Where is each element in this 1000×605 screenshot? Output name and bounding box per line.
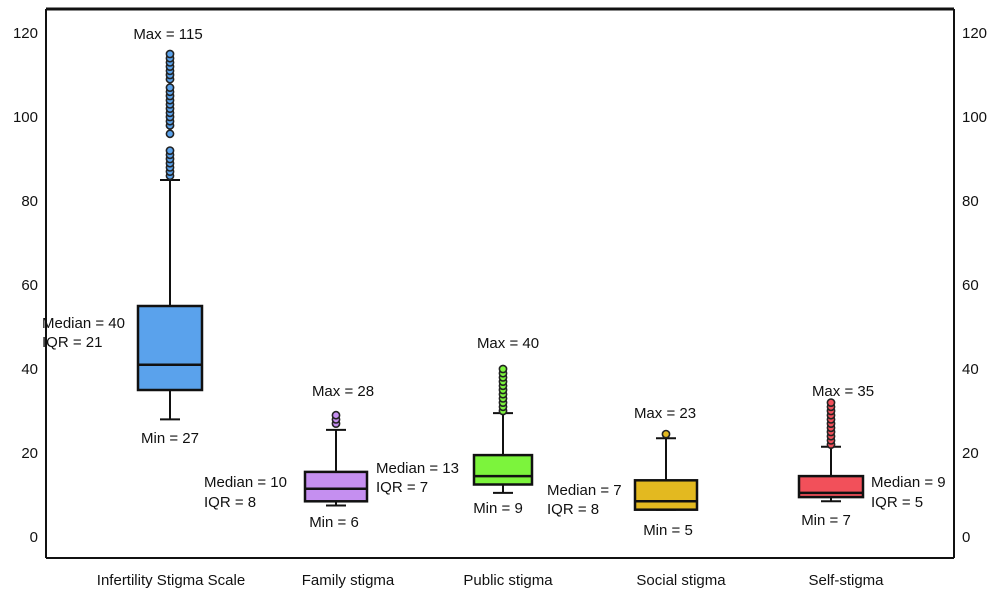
- outlier-point: [331, 410, 341, 420]
- min-annotation: Min = 5: [643, 522, 693, 539]
- box-iqr: [633, 479, 699, 511]
- median-annotation: Median = 40: [42, 315, 125, 332]
- outlier-point: [165, 83, 175, 92]
- median-annotation: Median = 9: [871, 474, 946, 491]
- box-group: Max = 23 Min = 5 Median = 7 IQR = 8: [547, 405, 699, 539]
- x-category-label: Public stigma: [463, 572, 553, 589]
- min-annotation: Min = 7: [801, 512, 851, 529]
- min-annotation: Min = 9: [473, 500, 523, 517]
- y-tick-label-left: 60: [21, 277, 38, 294]
- iqr-annotation: IQR = 5: [871, 494, 923, 511]
- y-tick-label-right: 20: [962, 445, 979, 462]
- iqr-annotation: IQR = 8: [204, 494, 256, 511]
- iqr-annotation: IQR = 7: [376, 479, 428, 496]
- outlier-point: [165, 129, 175, 139]
- median-annotation: Median = 10: [204, 474, 287, 491]
- y-tick-label-left: 100: [13, 109, 38, 126]
- max-annotation: Max = 40: [477, 335, 539, 352]
- median-annotation: Median = 7: [547, 482, 622, 499]
- median-annotation: Median = 13: [376, 460, 459, 477]
- y-tick-label-left: 120: [13, 25, 38, 42]
- y-tick-label-left: 80: [21, 193, 38, 210]
- y-tick-label-right: 60: [962, 277, 979, 294]
- box-iqr: [303, 470, 369, 503]
- max-annotation: Max = 23: [634, 405, 696, 422]
- x-category-label: Family stigma: [302, 572, 395, 589]
- y-tick-label-right: 40: [962, 361, 979, 378]
- y-axis-right-ticks: 0 20 40 60 80 100 120: [962, 25, 987, 546]
- max-annotation: Max = 35: [812, 383, 874, 400]
- y-tick-label-right: 0: [962, 529, 970, 546]
- iqr-annotation: IQR = 8: [547, 501, 599, 518]
- y-axis-left-ticks: 0 20 40 60 80 100 120: [13, 25, 38, 546]
- outlier-point: [165, 146, 175, 155]
- min-annotation: Min = 27: [141, 430, 199, 447]
- y-tick-label-right: 100: [962, 109, 987, 126]
- box-group: Max = 115 Min = 27 Median = 40 IQR = 21: [42, 26, 204, 447]
- y-tick-label-left: 40: [21, 361, 38, 378]
- max-annotation: Max = 115: [133, 26, 202, 43]
- outlier-point: [826, 398, 836, 407]
- x-category-label: Self-stigma: [808, 572, 884, 589]
- box-group: Max = 35 Min = 7 Median = 9 IQR = 5: [797, 383, 946, 529]
- x-category-label: Infertility Stigma Scale: [97, 572, 245, 589]
- max-annotation: Max = 28: [312, 383, 374, 400]
- box-group: Max = 28 Min = 6 Median = 10 IQR = 8: [204, 383, 374, 531]
- outlier-point: [165, 49, 175, 59]
- outlier-point: [661, 429, 671, 439]
- y-tick-label-right: 120: [962, 25, 987, 42]
- category-labels: Infertility Stigma Scale Family stigma Pub…: [97, 572, 884, 589]
- min-annotation: Min = 6: [309, 514, 359, 531]
- box-group: Max = 40 Min = 9 Median = 13 IQR = 7: [376, 335, 539, 517]
- iqr-annotation: IQR = 21: [42, 334, 102, 351]
- outlier-point: [498, 364, 508, 374]
- y-tick-label-right: 80: [962, 193, 979, 210]
- box-iqr: [136, 304, 204, 392]
- y-tick-label-left: 20: [21, 445, 38, 462]
- x-category-label: Social stigma: [636, 572, 726, 589]
- y-tick-label-left: 0: [30, 529, 38, 546]
- box-iqr: [472, 453, 534, 486]
